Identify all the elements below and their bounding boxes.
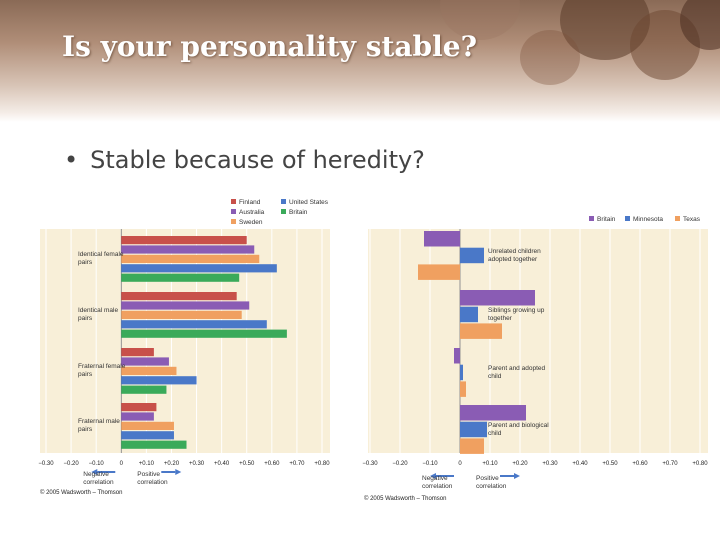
- chart-2-tick-label: +0.10: [482, 461, 498, 467]
- chart-1-bar: [121, 273, 240, 282]
- chart-1-bar: [121, 329, 287, 338]
- chart-1-tick-label: +0.10: [139, 461, 155, 467]
- chart-1-legend-label: Britain: [289, 209, 308, 216]
- chart-1-tick-label: +0.40: [214, 461, 230, 467]
- header-banner: [0, 0, 720, 122]
- chart-1-legend-swatch: [281, 199, 286, 204]
- chart-1-bar: [121, 348, 154, 357]
- chart-2-tick-label: +0.80: [692, 461, 708, 467]
- chart-2-copyright: © 2005 Wadsworth – Thomson: [364, 495, 446, 502]
- chart-1-bar: [121, 301, 250, 310]
- chart-2-bar: [454, 348, 460, 364]
- chart-2-category-label: Unrelated children adopted together: [488, 248, 541, 263]
- chart-1-bar: [121, 320, 267, 329]
- chart-2-legend-swatch: [675, 216, 680, 221]
- bullet-text: Stable because of heredity?: [90, 146, 425, 174]
- chart-1-tick-label: −0.20: [63, 461, 79, 467]
- chart-1-bar: [121, 440, 187, 449]
- chart-1-copyright: © 2005 Wadsworth – Thomson: [40, 489, 122, 496]
- chart-2-tick-label: +0.30: [542, 461, 558, 467]
- chart-2-category-label: Siblings growing up together: [488, 307, 545, 322]
- chart-1-bar: [121, 357, 169, 366]
- chart-2-category-label: Parent and biological child: [488, 422, 549, 437]
- chart-1-bar: [121, 236, 247, 245]
- chart-1-bar: [121, 431, 174, 440]
- chart-1-tick-label: +0.30: [189, 461, 205, 467]
- chart-2-tick-label: −0.10: [422, 461, 438, 467]
- chart-1-legend-swatch: [281, 209, 286, 214]
- chart-2-bar: [460, 438, 484, 454]
- chart-2-negative-label: Negative correlation: [422, 475, 453, 490]
- chart-1-legend-swatch: [231, 199, 236, 204]
- chart-1-tick-label: +0.60: [264, 461, 280, 467]
- chart-1-bar: [121, 385, 167, 394]
- chart-2-bar: [460, 405, 526, 421]
- chart-1-negative-label: Negative correlation: [83, 471, 114, 486]
- chart-2-bar: [460, 306, 478, 323]
- chart-2-legend-label: Texas: [683, 216, 701, 223]
- chart-2-tick-label: +0.60: [632, 461, 648, 467]
- chart-2-tick-label: −0.20: [392, 461, 408, 467]
- chart-2-legend-label: Minnesota: [633, 216, 663, 223]
- chart-2-tick-label: 0: [458, 461, 462, 467]
- chart-2-positive-label: Positive correlation: [476, 475, 507, 490]
- chart-1-legend-label: Australia: [239, 209, 265, 216]
- bullet-item: • Stable because of heredity?: [64, 146, 425, 174]
- chart-1-bar: [121, 254, 260, 263]
- chart-2-bar: [418, 264, 460, 280]
- chart-2-tick-label: +0.50: [602, 461, 618, 467]
- bullet-dot: •: [64, 146, 79, 174]
- chart-1-legend-label: United States: [289, 199, 329, 206]
- chart-2-bar: [424, 231, 460, 247]
- chart-1-bar: [121, 412, 154, 421]
- chart-2-bar: [460, 381, 466, 397]
- chart-2-bar: [460, 247, 484, 264]
- chart-1-tick-label: +0.50: [239, 461, 255, 467]
- chart-2-bar: [460, 421, 487, 438]
- chart-2-plot-area: [368, 229, 708, 453]
- chart-2-tick-label: +0.40: [572, 461, 588, 467]
- chart-1-bar: [121, 245, 255, 254]
- chart-1-category-label: Identical female pairs: [78, 251, 124, 266]
- chart-1-tick-label: +0.20: [164, 461, 180, 467]
- chart-1-legend-label: Sweden: [239, 219, 263, 226]
- chart-2-negative-arrow: [430, 473, 436, 479]
- chart-1-bar: [121, 403, 157, 412]
- chart-1-bar: [121, 421, 174, 430]
- chart-2-legend-swatch: [589, 216, 594, 221]
- chart-1-negative-arrow: [91, 469, 98, 475]
- chart-1-bar: [121, 292, 237, 301]
- chart-2-tick-label: +0.70: [662, 461, 678, 467]
- chart-2-category-label: Parent and adopted child: [488, 365, 545, 380]
- chart-1-category-label: Fraternal female pairs: [78, 363, 126, 378]
- chart-1-category-label: Identical male pairs: [78, 307, 118, 322]
- chart-2-positive-arrow: [514, 473, 520, 479]
- chart-1-bar: [121, 310, 242, 319]
- chart-2-tick-label: +0.20: [512, 461, 528, 467]
- chart-1-positive-arrow: [175, 469, 182, 475]
- chart-1-legend-label: Finland: [239, 199, 261, 206]
- chart-1-legend-swatch: [231, 209, 236, 214]
- chart-1-tick-label: −0.30: [38, 461, 54, 467]
- chart-2-tick-label: −0.30: [362, 461, 378, 467]
- chart-1-positive-label: Positive correlation: [137, 471, 168, 486]
- chart-1-tick-label: −0.10: [89, 461, 105, 467]
- chart-2-bar: [460, 364, 463, 381]
- chart-1-bar: [121, 376, 197, 385]
- chart-1-category-label: Fraternal male pairs: [78, 418, 120, 433]
- chart-1-bar: [121, 264, 277, 273]
- chart-1-bar: [121, 366, 177, 375]
- chart-2-bar: [460, 323, 502, 339]
- chart-2-legend-label: Britain: [597, 216, 616, 223]
- chart-1-tick-label: +0.70: [289, 461, 305, 467]
- slide-title: Is your personality stable?: [62, 30, 477, 63]
- chart-1-tick-label: +0.80: [314, 461, 330, 467]
- chart-1-tick-label: 0: [120, 461, 124, 467]
- chart-2-legend-swatch: [625, 216, 630, 221]
- chart-1-legend-swatch: [231, 219, 236, 224]
- chart-2-bar: [460, 290, 535, 306]
